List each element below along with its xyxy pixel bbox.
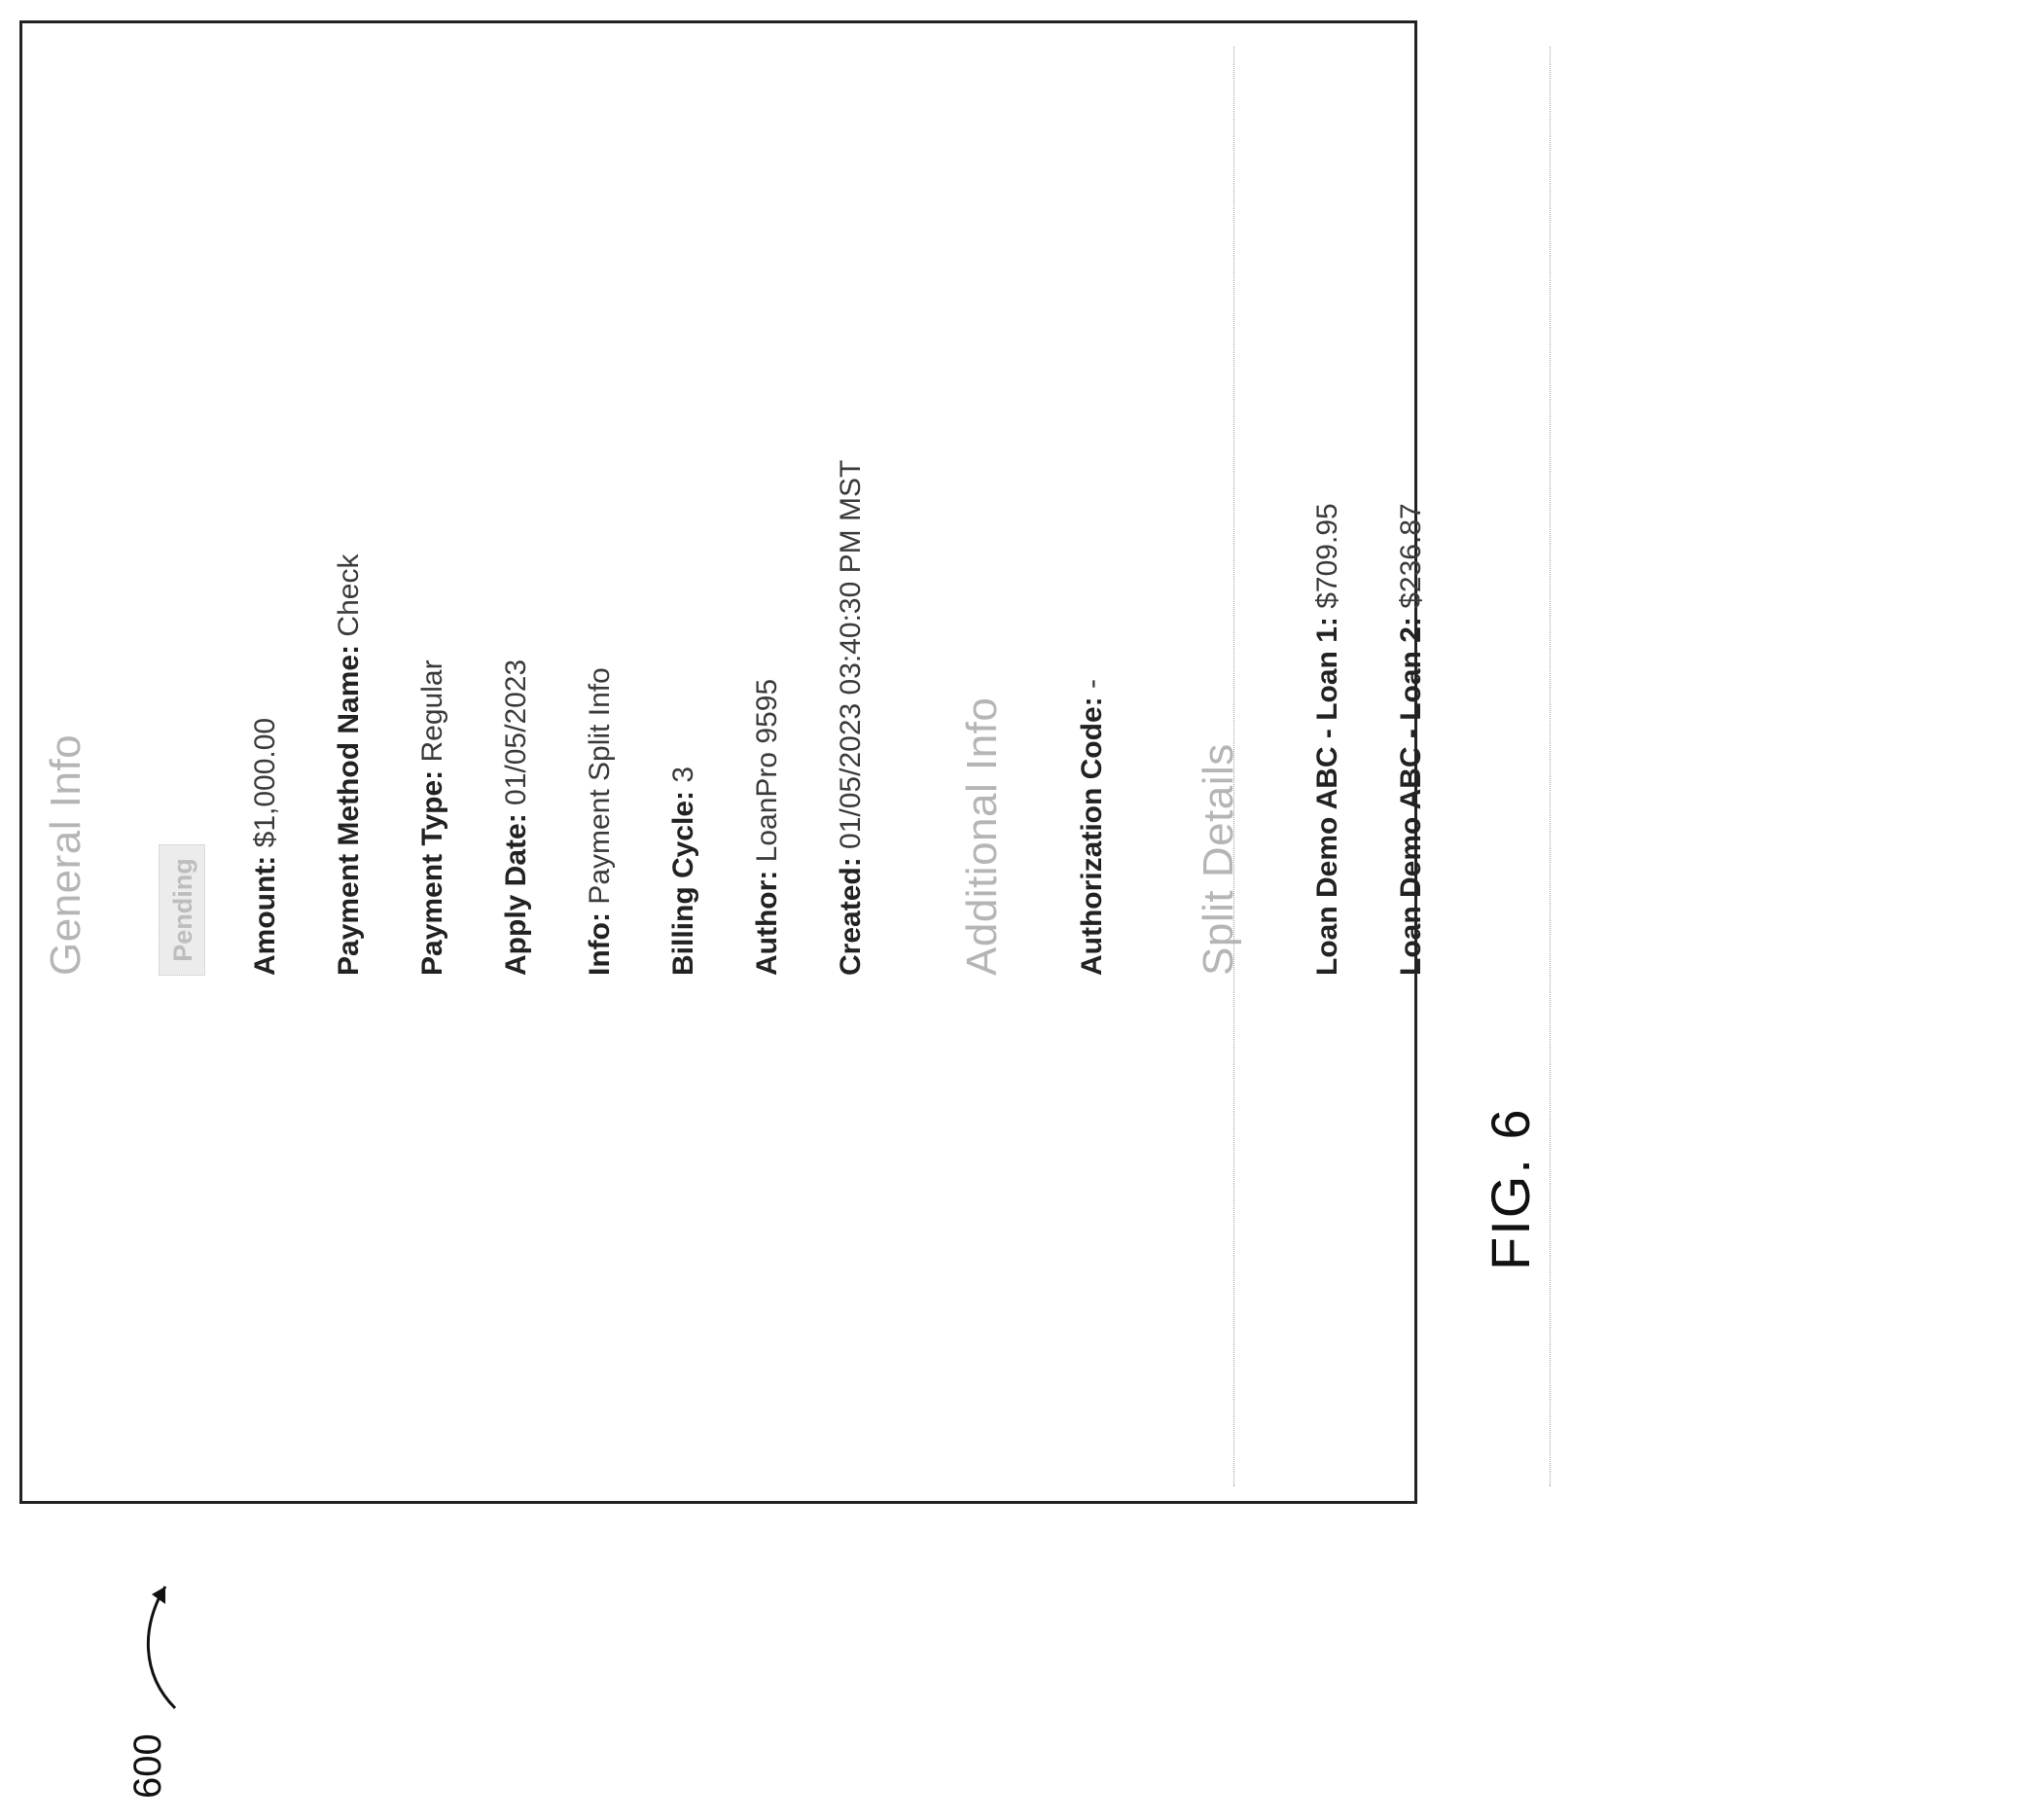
figure-caption: FIG. 6 [1480, 1107, 1541, 1270]
field-value: $709.95 [1311, 503, 1343, 609]
field-label: Apply Date: [500, 813, 532, 976]
field-value: LoanPro 9595 [751, 678, 783, 863]
field-amount: Amount: $1,000.00 [249, 718, 282, 976]
field-author: Author: LoanPro 9595 [751, 679, 784, 976]
reference-arrow-icon [146, 1586, 177, 1710]
field-value: 01/05/2023 03:40:30 PM MST [835, 459, 867, 849]
field-authorization-code: Authorization Code: - [1076, 679, 1109, 976]
field-label: Payment Method Name: [333, 644, 365, 976]
field-created: Created: 01/05/2023 03:40:30 PM MST [835, 460, 868, 976]
split-details-heading: Split Details [1195, 743, 1242, 976]
general-info-heading: General Info [42, 733, 89, 976]
reference-numeral: 600 [126, 1733, 169, 1799]
field-value: Payment Split Info [584, 667, 616, 905]
field-value: 3 [667, 766, 699, 783]
field-value: $236.87 [1395, 503, 1427, 609]
field-label: Amount: [249, 855, 281, 976]
field-value: Check [333, 553, 365, 637]
field-apply-date: Apply Date: 01/05/2023 [500, 660, 533, 976]
field-value: 01/05/2023 [500, 659, 532, 805]
field-value: - [1076, 679, 1108, 690]
field-value: $1,000.00 [249, 717, 281, 848]
status-badge: Pending [159, 844, 205, 976]
field-label: Info: [584, 912, 616, 976]
field-label: Loan Demo ABC - Loan 1: [1311, 617, 1343, 976]
field-billing-cycle: Billing Cycle: 3 [667, 767, 700, 976]
field-label: Authorization Code: [1076, 696, 1108, 976]
additional-info-heading: Additional Info [958, 696, 1006, 976]
section-divider [1550, 47, 1551, 1486]
field-payment-method-name: Payment Method Name: Check [333, 554, 366, 976]
field-label: Billing Cycle: [667, 790, 699, 976]
payment-detail-panel: General Info Pending Amount: $1,000.00 P… [19, 20, 1551, 1504]
field-label: Created: [835, 857, 867, 976]
split-row: Loan Demo ABC - Loan 1: $709.95 [1311, 503, 1344, 976]
split-row: Loan Demo ABC - Loan 2: $236.87 [1395, 503, 1428, 976]
field-info: Info: Payment Split Info [584, 667, 617, 976]
field-label: Payment Type: [416, 769, 448, 976]
field-value: Regular [416, 660, 448, 763]
field-label: Loan Demo ABC - Loan 2: [1395, 617, 1427, 976]
field-label: Author: [751, 870, 783, 976]
field-payment-type: Payment Type: Regular [416, 660, 449, 976]
